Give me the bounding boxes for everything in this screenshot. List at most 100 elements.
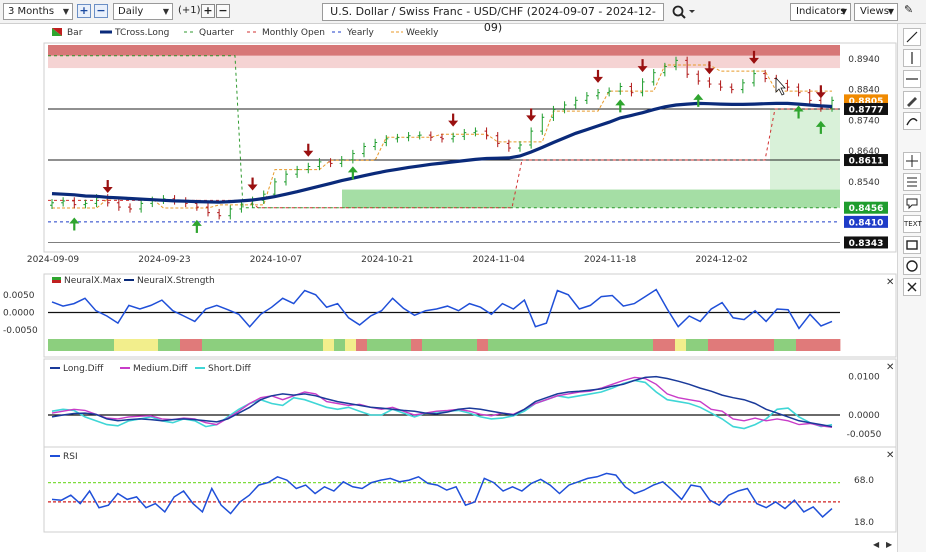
- quarter-line: [48, 55, 840, 209]
- neuralx-max-block: [763, 339, 775, 351]
- neuralx-axis-tick: 0.0000: [3, 309, 35, 319]
- neuralx-axis-tick: -0.0050: [3, 326, 38, 336]
- curve-tool-button[interactable]: [903, 112, 921, 130]
- close-icon[interactable]: ✕: [886, 277, 895, 288]
- toolbar: 3 Months ▼ + − Daily ▼ (+1) + − U.S. Dol…: [0, 0, 926, 34]
- price-label-box: [844, 154, 888, 167]
- range-decrease-button[interactable]: −: [94, 4, 108, 18]
- neuralx-max-block: [521, 339, 533, 351]
- up-signal-arrow-head: [69, 217, 80, 224]
- neuralx-max-block: [620, 339, 632, 351]
- neuralx-max-block: [664, 339, 676, 351]
- up-signal-arrow-head: [693, 93, 704, 100]
- legend-label: Short.Diff: [208, 364, 251, 374]
- chevron-down-icon: ▼: [62, 7, 69, 16]
- step-decrease-button[interactable]: −: [216, 4, 230, 18]
- neuralx-max-block: [587, 339, 599, 351]
- date-axis-tick: 2024-10-21: [361, 255, 413, 265]
- date-axis-tick: 2024-10-07: [250, 255, 302, 265]
- neuralx-max-block: [224, 339, 236, 351]
- diff-axis-tick: 0.0000: [848, 411, 880, 421]
- step-increase-button[interactable]: +: [201, 4, 215, 18]
- legend-label: TCross.Long: [114, 28, 169, 38]
- crosshair-tool-button[interactable]: [903, 152, 921, 170]
- legend-label: Quarter: [199, 28, 234, 38]
- neuralx-axis-tick: 0.0050: [3, 291, 35, 301]
- neuralx-max-block: [114, 339, 126, 351]
- down-signal-arrow-head: [749, 57, 759, 64]
- neuralx-max-block: [499, 339, 511, 351]
- pin-icon[interactable]: ✎: [904, 3, 914, 16]
- down-signal-arrow-head: [303, 150, 314, 157]
- indicators-dropdown[interactable]: Indicators ▼: [790, 3, 851, 21]
- shape-tool-button[interactable]: [903, 194, 921, 212]
- price-axis-tick: 0.8640: [848, 147, 880, 157]
- price-axis-tick: 0.8940: [848, 55, 880, 65]
- views-dropdown[interactable]: Views ▼: [854, 3, 898, 21]
- down-signal-arrow-head: [526, 115, 537, 122]
- neuralx-max-block: [389, 339, 401, 351]
- curve-tool-icon: [906, 118, 918, 126]
- pen-tool-button[interactable]: [903, 91, 921, 109]
- neuralx-max-block: [400, 339, 412, 351]
- neuralx-max-block: [697, 339, 709, 351]
- vertical-line-tool-button[interactable]: [903, 49, 921, 67]
- horizontal-line-tool-button[interactable]: [903, 70, 921, 88]
- fib-tool-button[interactable]: [903, 173, 921, 191]
- price-label: 0.8805: [849, 97, 884, 107]
- down-signal-arrow-head: [704, 68, 715, 75]
- line-tool-button[interactable]: [903, 28, 921, 46]
- remove-drawings-button[interactable]: [903, 278, 921, 296]
- neuralx-max-block: [48, 339, 60, 351]
- close-icon[interactable]: ✕: [886, 450, 895, 461]
- price-label: 0.8343: [849, 239, 884, 249]
- price-axis-tick: 0.8840: [848, 86, 880, 96]
- long-diff-line: [51, 375, 833, 428]
- scroll-left-icon[interactable]: ◀: [873, 540, 880, 549]
- symbol-title[interactable]: U.S. Dollar / Swiss Franc - USD/CHF (202…: [322, 3, 664, 34]
- text-tool-label: TEXT: [904, 220, 922, 228]
- search-button[interactable]: [669, 2, 697, 22]
- interval-select[interactable]: Daily ▼: [113, 3, 173, 20]
- tcross-long-line: [51, 101, 833, 204]
- close-icon[interactable]: ✕: [886, 362, 895, 373]
- neuralx-max-block: [686, 339, 698, 351]
- ellipse-tool-button[interactable]: [903, 257, 921, 275]
- chart-canvas[interactable]: 0.8940 0.8840 0.8740 0.8640 0.8540 0.88050.87…: [0, 24, 897, 552]
- legend-label: NeuralX.Max: [64, 276, 122, 286]
- drawing-toolbar: TEXT: [897, 24, 926, 552]
- fibonacci-icon: [907, 177, 917, 187]
- price-label: 0.8777: [849, 105, 884, 115]
- neuralx-max-block: [301, 339, 313, 351]
- up-signal-arrow-head: [615, 99, 626, 106]
- panel-frame: [43, 42, 897, 253]
- panel-frame: [43, 446, 897, 533]
- text-tool-button[interactable]: TEXT: [903, 215, 922, 233]
- legend-label: Yearly: [346, 28, 375, 38]
- neuralx-max-block: [598, 339, 610, 351]
- neuralx-max-block: [774, 339, 786, 351]
- support-zone: [342, 189, 840, 208]
- price-label-box: [844, 236, 888, 249]
- up-signal-arrow-head: [347, 166, 358, 173]
- scroll-right-icon[interactable]: ▶: [886, 540, 893, 549]
- neuralx-max-block: [213, 339, 225, 351]
- range-increase-button[interactable]: +: [77, 4, 91, 18]
- range-select[interactable]: 3 Months ▼: [3, 3, 73, 20]
- neuralx-max-block: [466, 339, 478, 351]
- neuralx-max-block: [70, 339, 82, 351]
- legend-swatch: [52, 280, 61, 283]
- search-icon: [672, 5, 695, 19]
- indicators-label: Indicators: [796, 6, 846, 17]
- neuralx-max-block: [488, 339, 500, 351]
- rectangle-tool-button[interactable]: [903, 236, 921, 254]
- neuralx-max-block: [543, 339, 555, 351]
- neuralx-max-block: [180, 339, 192, 351]
- neuralx-max-block: [829, 339, 841, 351]
- close-icon: [907, 282, 917, 292]
- neuralx-max-block: [807, 339, 819, 351]
- neuralx-max-block: [125, 339, 137, 351]
- neuralx-max-block: [532, 339, 544, 351]
- date-axis-tick: 2024-12-02: [695, 255, 747, 265]
